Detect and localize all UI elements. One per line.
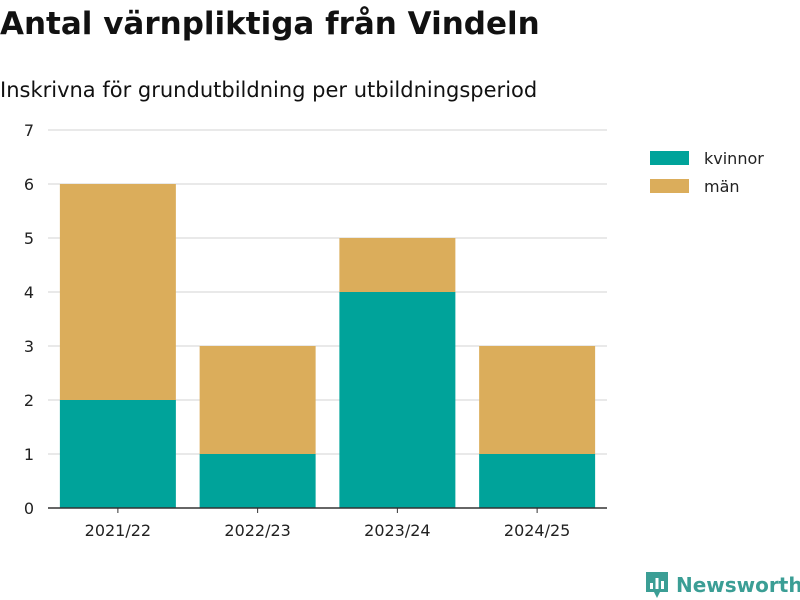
bar-kvinnor-2023-24[interactable] <box>339 292 456 508</box>
y-tick-label: 1 <box>24 445 34 464</box>
bar-chart-badge-icon <box>646 572 668 598</box>
legend-label-kvinnor: kvinnor <box>704 149 764 168</box>
bar-män-2021-22[interactable] <box>59 184 176 400</box>
y-tick-label: 3 <box>24 337 34 356</box>
bars <box>59 184 596 508</box>
bar-män-2024-25[interactable] <box>479 346 596 454</box>
y-tick-label: 2 <box>24 391 34 410</box>
chart-title: Antal värnpliktiga från Vindeln <box>0 6 540 42</box>
brand-name: Newsworthy <box>676 573 800 597</box>
x-tick-label: 2024/25 <box>504 521 570 540</box>
y-tick-label: 0 <box>24 499 34 518</box>
x-tick-label: 2021/22 <box>85 521 151 540</box>
y-tick-label: 4 <box>24 283 34 302</box>
legend-swatch-kvinnor <box>650 151 689 165</box>
y-tick-label: 6 <box>24 175 34 194</box>
newsworthy-logo[interactable]: Newsworthy <box>644 570 800 600</box>
axes: 0 1 2 3 4 5 6 7 2021/22 2022/23 2023/24 2024/25 <box>24 121 607 540</box>
bar-kvinnor-2022-23[interactable] <box>199 454 316 508</box>
bar-kvinnor-2024-25[interactable] <box>479 454 596 508</box>
bar-män-2023-24[interactable] <box>339 238 456 292</box>
bar-kvinnor-2021-22[interactable] <box>59 400 176 508</box>
x-tick-label: 2023/24 <box>364 521 430 540</box>
bar-män-2022-23[interactable] <box>199 346 316 454</box>
y-tick-label: 7 <box>24 121 34 140</box>
y-tick-label: 5 <box>24 229 34 248</box>
legend: kvinnor män <box>650 149 764 196</box>
legend-swatch-män <box>650 179 689 193</box>
legend-label-män: män <box>704 177 740 196</box>
x-tick-label: 2022/23 <box>224 521 290 540</box>
chart-subtitle: Inskrivna för grundutbildning per utbild… <box>0 78 538 102</box>
